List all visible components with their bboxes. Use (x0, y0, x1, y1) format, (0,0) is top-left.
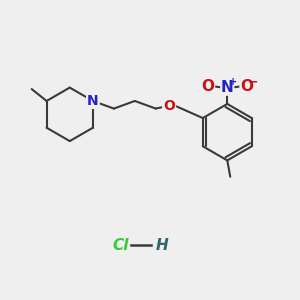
Text: O: O (202, 79, 214, 94)
Text: +: + (229, 77, 237, 87)
Text: Cl: Cl (112, 238, 128, 253)
Text: −: − (248, 75, 258, 88)
Text: H: H (155, 238, 168, 253)
Text: O: O (240, 79, 253, 94)
Text: N: N (87, 94, 99, 108)
Text: O: O (163, 99, 175, 112)
Text: N: N (221, 80, 234, 95)
